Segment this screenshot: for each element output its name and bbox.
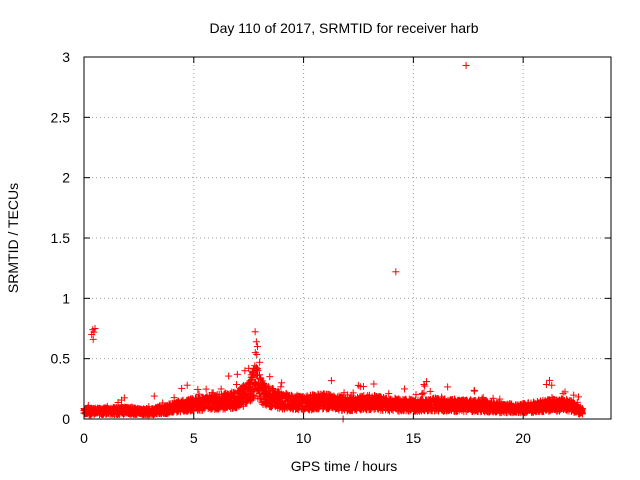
data-point <box>421 382 429 390</box>
data-point <box>255 371 263 379</box>
y-tick-label: 2 <box>62 170 70 186</box>
grid-layer <box>84 57 611 419</box>
data-point <box>150 392 158 400</box>
data-point <box>265 383 273 391</box>
data-point <box>471 387 479 395</box>
data-point <box>253 351 261 359</box>
y-tick-label: 1.5 <box>51 230 71 246</box>
data-point <box>251 328 259 336</box>
data-point <box>542 381 550 389</box>
data-point <box>195 390 203 398</box>
data-point <box>225 372 233 380</box>
points-layer <box>80 61 586 423</box>
data-point <box>251 349 259 357</box>
data-point <box>233 381 241 389</box>
y-tick-label: 3 <box>62 49 70 65</box>
data-point <box>183 381 191 389</box>
y-axis-label: SRMTID / TECUs <box>5 183 21 293</box>
y-tick-label: 0.5 <box>51 351 71 367</box>
chart-title: Day 110 of 2017, SRMTID for receiver har… <box>210 20 479 36</box>
ticks-layer: 0 0.5 1 1.5 2 2.5 3 0 5 10 15 20 <box>51 49 611 446</box>
data-point <box>253 343 261 351</box>
data-point <box>252 338 260 346</box>
data-point <box>178 384 186 392</box>
data-point <box>426 387 434 395</box>
data-point <box>256 394 264 402</box>
y-tick-label: 2.5 <box>51 109 71 125</box>
x-tick-label: 10 <box>296 430 312 446</box>
data-point <box>277 383 285 391</box>
x-axis-label: GPS time / hours <box>291 458 398 474</box>
data-point <box>194 385 202 393</box>
data-point <box>392 268 400 276</box>
data-point <box>250 391 258 399</box>
data-point <box>327 377 335 385</box>
data-point <box>233 370 241 378</box>
x-tick-label: 15 <box>406 430 422 446</box>
data-point <box>370 380 378 388</box>
data-point <box>254 367 262 375</box>
data-point <box>170 394 178 402</box>
data-point <box>444 383 452 391</box>
x-tick-label: 5 <box>190 430 198 446</box>
data-point <box>256 358 264 366</box>
data-point <box>462 61 470 69</box>
data-point <box>120 394 128 402</box>
x-tick-label: 0 <box>80 430 88 446</box>
data-point <box>114 398 122 406</box>
y-tick-label: 0 <box>62 411 70 427</box>
data-point <box>241 367 249 375</box>
data-point <box>278 379 286 387</box>
data-point <box>574 393 582 401</box>
data-point <box>266 373 274 381</box>
data-point <box>359 382 367 390</box>
data-point <box>401 385 409 393</box>
y-tick-label: 1 <box>62 290 70 306</box>
data-point <box>89 335 97 343</box>
plot-frame <box>83 56 612 420</box>
data-point <box>202 385 210 393</box>
x-tick-label: 20 <box>515 430 531 446</box>
